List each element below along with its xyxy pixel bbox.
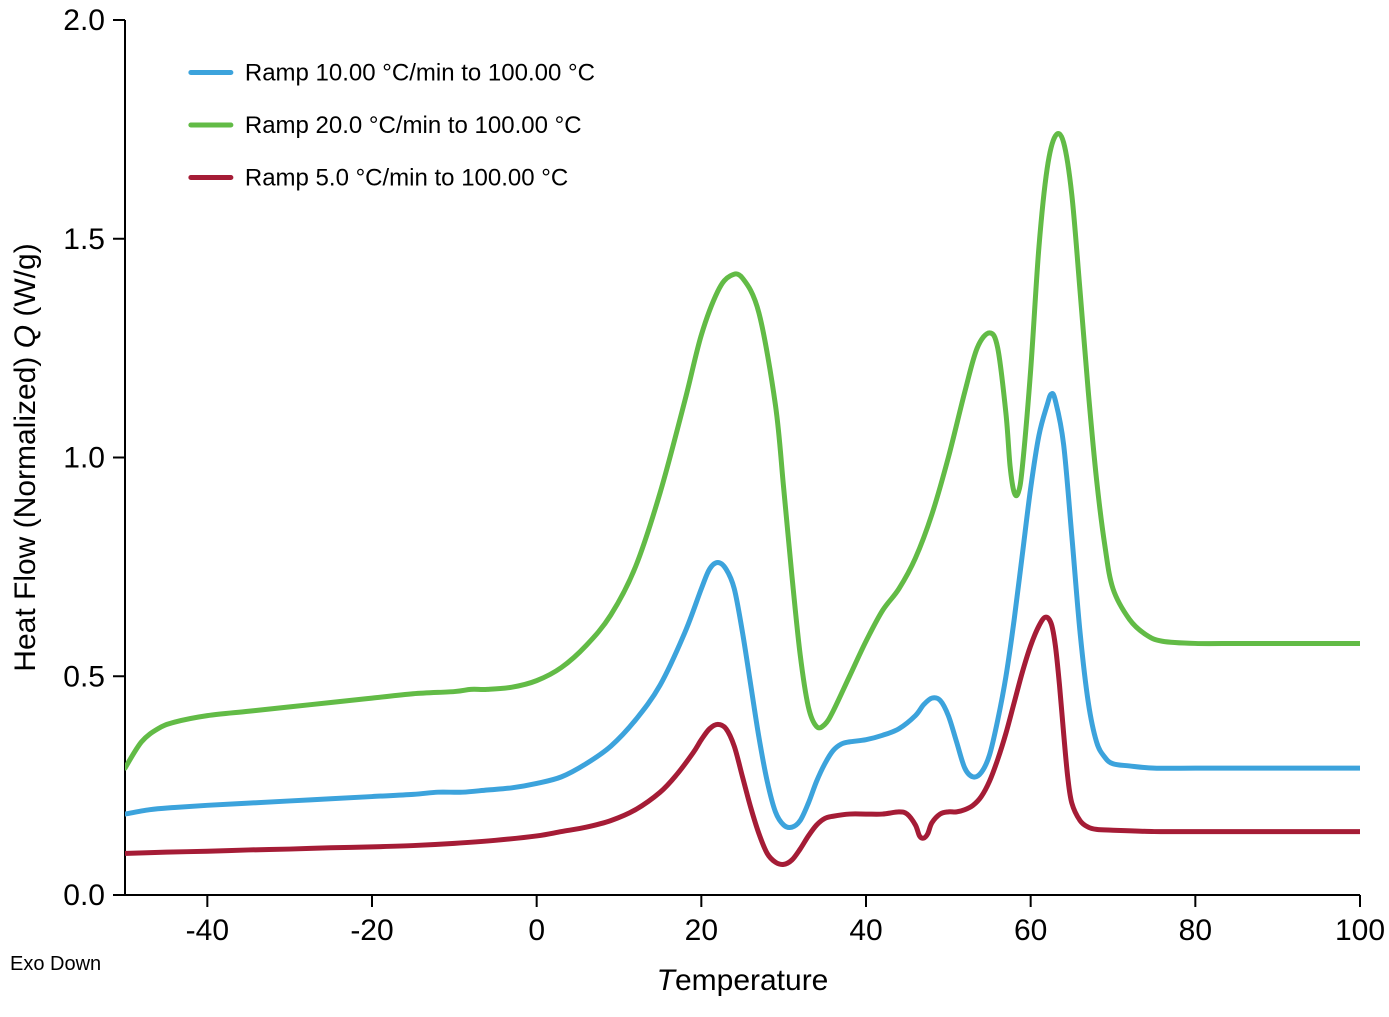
y-tick-label: 2.0 <box>63 4 105 37</box>
x-tick-label: 0 <box>528 914 545 947</box>
exo-down-label: Exo Down <box>10 953 101 975</box>
series-blue <box>125 394 1360 828</box>
legend-label-red: Ramp 5.0 °C/min to 100.00 °C <box>245 165 568 192</box>
y-tick-label: 1.0 <box>63 442 105 475</box>
x-tick-label: -40 <box>186 914 229 947</box>
y-tick-label: 0.0 <box>63 879 105 912</box>
x-tick-label: 60 <box>1014 914 1047 947</box>
legend-label-green: Ramp 20.0 °C/min to 100.00 °C <box>245 112 582 139</box>
series-red <box>125 617 1360 864</box>
y-tick-label: 0.5 <box>63 660 105 693</box>
series-green <box>125 133 1360 768</box>
x-tick-label: 100 <box>1335 914 1385 947</box>
legend-label-blue: Ramp 10.00 °C/min to 100.00 °C <box>245 60 595 87</box>
x-axis-label: Temperature <box>657 964 829 997</box>
plot-area <box>125 133 1360 864</box>
chart-svg: -40 -20 0 20 40 60 80 100 0.0 0.5 1.0 1.5 2.0 Tempera… <box>0 0 1389 1017</box>
x-tick-label: 40 <box>849 914 882 947</box>
dsc-chart: -40 -20 0 20 40 60 80 100 0.0 0.5 1.0 1.5 2.0 Tempera… <box>0 0 1389 1017</box>
x-tick-label: 20 <box>685 914 718 947</box>
y-axis-label: Heat Flow (Normalized) Q (W/g) <box>9 243 42 671</box>
x-tick-label: -20 <box>350 914 393 947</box>
y-tick-label: 1.5 <box>63 223 105 256</box>
x-tick-label: 80 <box>1179 914 1212 947</box>
